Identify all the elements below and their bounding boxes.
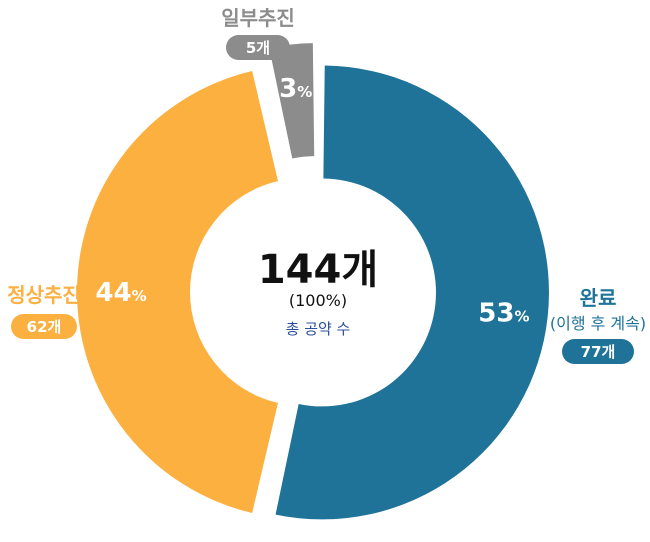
slice-pct-2: 3% [279,74,312,104]
count-pill-1 [11,314,77,339]
slice-name-1: 정상추진 [7,283,81,307]
slice-name-2: 일부추진 [221,6,295,30]
slice-pct-0: 53% [478,298,529,328]
slice-0 [275,65,549,520]
slice-name-0: 완료 [580,286,617,310]
center-total: 144개 [258,247,378,293]
center-total-pct: (100%) [289,291,347,310]
count-label-2: 5개 [246,39,270,57]
count-pill-0 [562,339,634,364]
center-caption: 총 공약 수 [286,320,351,338]
slice-note-0: (이행 후 계속) [550,314,646,333]
count-label-1: 62개 [27,318,62,336]
slice-pct-1: 44% [95,278,146,308]
slice-1 [76,70,278,514]
count-pill-2 [226,35,290,60]
slice-2 [269,43,315,159]
count-label-0: 77개 [581,343,616,361]
